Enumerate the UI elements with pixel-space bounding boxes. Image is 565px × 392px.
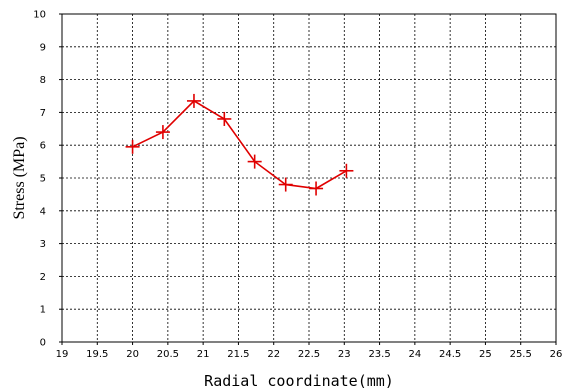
x-tick-label: 25 xyxy=(479,349,492,360)
y-tick-label: 8 xyxy=(40,75,46,86)
y-tick-label: 1 xyxy=(40,305,46,316)
data-point-marker xyxy=(309,181,324,196)
x-tick-label: 26 xyxy=(550,349,563,360)
x-tick-label: 20.5 xyxy=(157,349,179,360)
x-tick-label: 22 xyxy=(267,349,280,360)
x-tick-label: 24.5 xyxy=(439,349,461,360)
x-tick-label: 23.5 xyxy=(368,349,390,360)
y-tick-label: 6 xyxy=(40,141,46,152)
x-tick-label: 20 xyxy=(126,349,139,360)
data-point-marker xyxy=(186,93,201,108)
y-tick-label: 9 xyxy=(40,42,46,53)
x-tick-label: 21 xyxy=(197,349,210,360)
y-tick-label: 5 xyxy=(40,174,46,185)
series-layer xyxy=(125,93,354,196)
y-tick-label: 7 xyxy=(40,108,46,119)
y-tick-label: 2 xyxy=(40,272,46,283)
y-tick-label: 10 xyxy=(33,10,46,21)
data-point-marker xyxy=(247,154,262,169)
data-point-marker xyxy=(155,125,170,140)
x-tick-label: 19.5 xyxy=(86,349,108,360)
x-tick-label: 24 xyxy=(408,349,421,360)
data-point-marker xyxy=(278,177,293,192)
data-point-marker xyxy=(217,111,232,126)
y-tick-label: 3 xyxy=(40,239,46,250)
axis-ticks: 19 19.5 20 20.5 21 21.5 22 22.5 23 23.5 24 24.5 25 25… xyxy=(33,10,562,361)
y-tick-label: 0 xyxy=(40,338,46,349)
x-axis-title: Radial coordinate(mm) xyxy=(204,372,394,390)
series-line xyxy=(132,99,347,190)
x-tick-label: 23 xyxy=(338,349,351,360)
x-tick-label: 25.5 xyxy=(510,349,532,360)
x-tick-label: 19 xyxy=(56,349,69,360)
y-axis-title: Stress (MPa) xyxy=(11,136,28,219)
x-tick-label: 21.5 xyxy=(227,349,249,360)
data-point-marker xyxy=(125,139,140,154)
data-point-marker xyxy=(339,163,354,178)
x-tick-label: 22.5 xyxy=(298,349,320,360)
grid xyxy=(62,14,556,342)
y-tick-label: 4 xyxy=(40,206,46,217)
